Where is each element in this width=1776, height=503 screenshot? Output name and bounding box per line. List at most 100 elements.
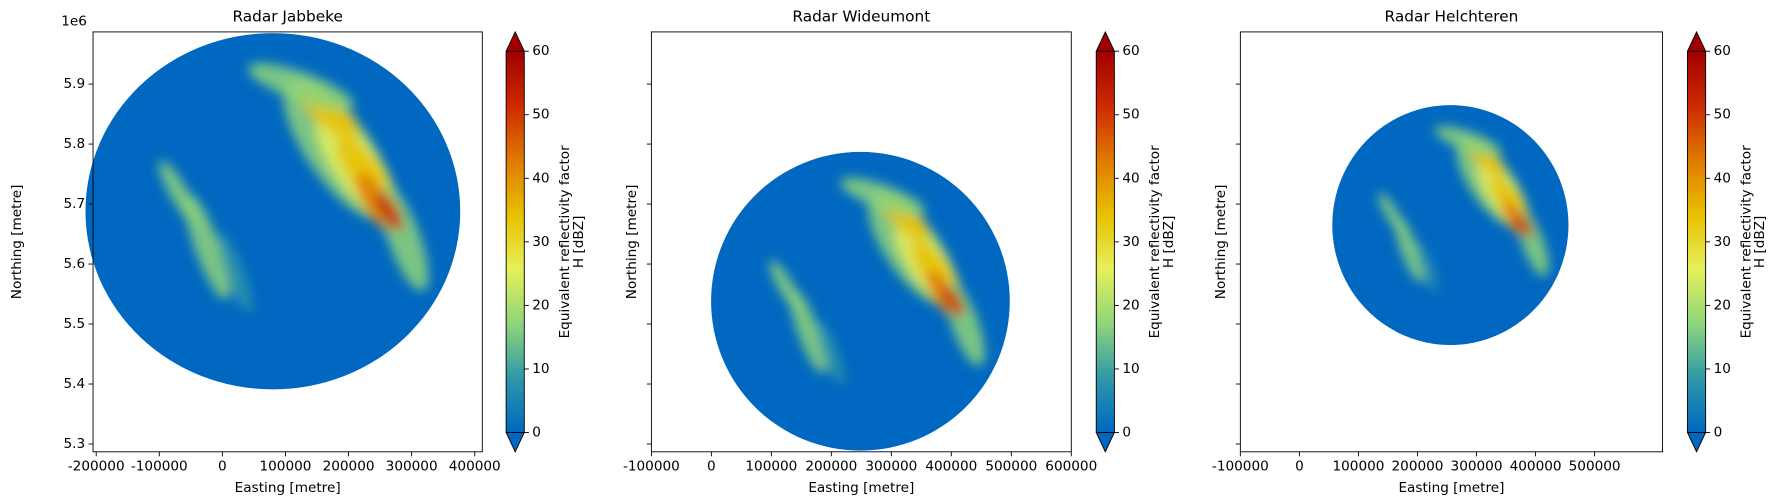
precipitation — [769, 177, 985, 385]
x-tick-label: 0 — [707, 459, 716, 475]
colorbar-tick-label: 0 — [532, 425, 541, 441]
x-tick-label: 0 — [1295, 459, 1304, 475]
x-tick-label: 200000 — [1392, 459, 1444, 475]
precipitation — [158, 63, 429, 313]
colorbar-label: H [dBZ] — [1161, 216, 1177, 268]
x-tick-label: 200000 — [805, 459, 857, 475]
precipitation-blur — [158, 63, 429, 313]
colorbar-tick-label: 10 — [1714, 361, 1731, 377]
x-tick-label: 0 — [218, 459, 227, 475]
colorbar — [1096, 51, 1115, 433]
axes-frame — [92, 31, 483, 453]
y-axis-label: Northing [metre] — [9, 185, 25, 300]
chart-title: Radar Helchteren — [1385, 8, 1519, 26]
x-tick-label: 600000 — [1045, 459, 1097, 475]
axes-frame — [1239, 31, 1663, 453]
colorbar-tick-label: 20 — [1714, 297, 1731, 313]
chart-title: Radar Jabbeke — [232, 8, 342, 26]
chart-title: Radar Wideumont — [792, 8, 930, 26]
colorbar-extend-top — [505, 30, 526, 52]
colorbar-label: Equivalent reflectivity factor — [1147, 145, 1163, 339]
colorbar-tick-label: 20 — [1122, 297, 1139, 313]
radar-disc — [85, 33, 461, 390]
echo — [941, 285, 965, 318]
radar-disc — [1332, 105, 1569, 346]
colorbar-tick-label: 40 — [532, 170, 549, 186]
x-tick-label: -100000 — [623, 459, 680, 475]
colorbar-tick-label: 50 — [1122, 107, 1139, 123]
x-tick-label: -200000 — [68, 459, 125, 475]
colorbar-extend-bottom — [1095, 432, 1116, 453]
x-tick-label: 500000 — [1569, 459, 1621, 475]
colorbar-tick-label: 40 — [1122, 170, 1139, 186]
x-tick-label: -100000 — [1212, 459, 1269, 475]
colorbar-tick-label: 30 — [1714, 234, 1731, 250]
colorbar-label: H [dBZ] — [1752, 216, 1768, 268]
colorbar-extend-top — [1095, 30, 1116, 52]
echo — [840, 177, 926, 216]
colorbar-tick-label: 40 — [1714, 170, 1731, 186]
colorbar-tick-label: 10 — [532, 361, 549, 377]
colorbar-tick-label: 50 — [1714, 107, 1731, 123]
colorbar-tick-label: 60 — [1714, 43, 1731, 59]
colorbar-tick-label: 30 — [1122, 234, 1139, 250]
colorbar-label: Equivalent reflectivity factor — [1738, 145, 1754, 339]
colorbar — [1687, 51, 1706, 433]
precipitation-blur — [1378, 125, 1549, 292]
colorbar-extend-bottom — [1686, 432, 1707, 453]
echo — [218, 234, 252, 313]
x-tick-label: -100000 — [131, 459, 188, 475]
y-axis-label: Northing [metre] — [624, 185, 640, 300]
echo — [158, 160, 200, 227]
y-tick-label: 5.6 — [63, 256, 85, 272]
echo — [769, 260, 803, 313]
echo — [817, 322, 844, 385]
y-tick-label: 5.9 — [63, 76, 85, 92]
echo — [1378, 192, 1405, 234]
colorbar-tick-label: 0 — [1122, 425, 1131, 441]
radar-disc — [711, 151, 1010, 451]
echo — [375, 191, 403, 232]
colorbar — [506, 51, 525, 433]
x-axis-label: Easting [metre] — [1398, 480, 1504, 496]
y-axis-label: Northing [metre] — [1213, 185, 1229, 300]
colorbar-extend-bottom — [505, 432, 526, 453]
colorbar-tick-label: 0 — [1714, 425, 1723, 441]
x-tick-label: 200000 — [323, 459, 375, 475]
colorbar-tick-label: 50 — [532, 107, 549, 123]
x-tick-label: 100000 — [259, 459, 311, 475]
colorbar-label: H [dBZ] — [571, 216, 587, 268]
axes-frame — [650, 31, 1072, 453]
echo — [1416, 242, 1438, 292]
colorbar-tick-label: 10 — [1122, 361, 1139, 377]
x-tick-label: 400000 — [449, 459, 501, 475]
echo — [1434, 125, 1502, 157]
colorbar-label: Equivalent reflectivity factor — [557, 145, 573, 339]
x-tick-label: 300000 — [386, 459, 438, 475]
y-tick-label: 5.7 — [63, 196, 85, 212]
x-axis-label: Easting [metre] — [235, 480, 341, 496]
colorbar-tick-label: 60 — [532, 43, 549, 59]
y-tick-label: 5.4 — [63, 376, 85, 392]
x-tick-label: 400000 — [925, 459, 977, 475]
echo — [247, 63, 355, 110]
x-axis-label: Easting [metre] — [808, 480, 914, 496]
y-tick-label: 5.3 — [63, 436, 85, 452]
x-tick-label: 100000 — [1332, 459, 1384, 475]
x-tick-label: 500000 — [985, 459, 1037, 475]
precipitation — [1378, 125, 1549, 292]
x-tick-label: 400000 — [1510, 459, 1562, 475]
x-tick-label: 300000 — [1451, 459, 1503, 475]
precipitation-blur — [769, 177, 985, 385]
colorbar-tick-label: 60 — [1122, 43, 1139, 59]
x-tick-label: 100000 — [745, 459, 797, 475]
y-tick-label: 5.8 — [63, 136, 85, 152]
y-offset-label: 1e6 — [61, 14, 87, 30]
colorbar-tick-label: 30 — [532, 234, 549, 250]
y-tick-label: 5.5 — [63, 316, 85, 332]
colorbar-extend-top — [1686, 30, 1707, 52]
echo — [1514, 212, 1533, 238]
colorbar-tick-label: 20 — [532, 297, 549, 313]
x-tick-label: 300000 — [865, 459, 917, 475]
